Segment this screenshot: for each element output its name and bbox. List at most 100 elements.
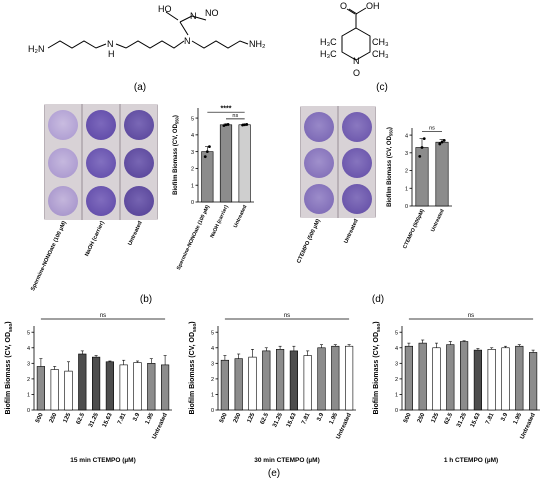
atom-label: HO — [158, 4, 172, 14]
y-tick-label: 0 — [211, 408, 214, 414]
x-tick-label: 15.63 — [102, 412, 114, 429]
bar — [147, 363, 156, 411]
significance-label: **** — [221, 106, 232, 113]
y-tick-label: 0 — [405, 204, 408, 210]
well — [48, 186, 78, 216]
well — [304, 148, 334, 178]
y-tick-label: 1 — [211, 393, 214, 399]
bar — [446, 344, 455, 411]
bar — [432, 347, 441, 411]
x-tick-label: 62.5 — [260, 412, 271, 426]
well — [342, 184, 372, 214]
x-tick-label: 1.95 — [329, 412, 340, 426]
x-tick-label: 3.9 — [132, 412, 141, 423]
bar — [78, 353, 87, 411]
bar — [331, 345, 340, 411]
data-point — [422, 137, 426, 141]
data-point — [243, 123, 247, 127]
y-tick-label: 2 — [405, 169, 408, 175]
bar — [238, 124, 251, 203]
atom-label: N — [107, 39, 114, 49]
y-tick-label: 4 — [395, 346, 398, 352]
y-tick-label: 3 — [405, 151, 408, 157]
y-axis-label: Biofilm Biomass (CV, OD550) — [373, 321, 382, 414]
x-tick-label: 7.81 — [301, 412, 312, 426]
well-plate-photo-d — [300, 106, 376, 218]
data-point — [420, 146, 424, 149]
photo-b-label: Spermine-NONOate (100 µM) — [30, 220, 68, 292]
atom-label: OH — [366, 1, 380, 11]
bar-chart-e1: 0 1 2 3 4 5 Biofilm Biomass (CV, OD550) 500 250 1… — [5, 313, 172, 464]
atom-label: NO — [205, 8, 219, 18]
y-axis-label: Biofilm Biomass (CV, OD550) — [5, 321, 14, 414]
well — [124, 186, 154, 216]
bar — [64, 370, 73, 411]
bar-chart-d: 0 1 2 3 4 Biofilm Biomass (CV, OD550) CTEMPO (… — [387, 126, 452, 250]
x-tick-label: Untreated — [430, 208, 446, 232]
data-point — [442, 139, 446, 142]
x-tick-label: NaOH (carrier) — [209, 204, 230, 239]
bar — [435, 141, 449, 207]
y-tick-label: 5 — [191, 116, 194, 122]
x-axis-label: 30 min CTEMPO (µM) — [254, 457, 320, 464]
x-tick-label: 500 — [35, 412, 45, 424]
y-tick-label: 5 — [395, 330, 398, 336]
x-tick-label: 500 — [219, 412, 229, 424]
significance-label: ns — [284, 313, 290, 319]
significance-label: ns — [232, 113, 238, 119]
x-tick-label: 125 — [247, 412, 257, 424]
well — [342, 148, 372, 178]
photo-d-column-labels: CTEMPO (500 µM) Untreated — [296, 218, 360, 264]
bar — [415, 147, 429, 207]
bar — [418, 342, 427, 411]
y-tick-label: 0 — [395, 408, 398, 414]
well — [304, 184, 334, 214]
well — [86, 186, 116, 216]
bar — [36, 366, 45, 411]
atom-label: CH₃ — [372, 37, 389, 47]
atom-label: O — [340, 1, 347, 11]
bar-chart-b: 0 1 2 3 4 5 Biofilm Biomass (CV, OD550) Spermin… — [173, 106, 254, 271]
bar — [345, 345, 354, 411]
photo-b-label: Untreated — [127, 220, 144, 247]
atom-label: N — [190, 11, 197, 21]
x-tick-label: 125 — [431, 412, 441, 424]
well-plate-photo-b — [44, 104, 158, 220]
y-tick-label: 5 — [211, 330, 214, 336]
x-tick-label: 3.9 — [316, 412, 325, 423]
atom-label: O — [353, 68, 360, 78]
bar — [515, 345, 524, 411]
y-tick-label: 4 — [191, 133, 194, 139]
y-tick-label: 3 — [191, 150, 194, 156]
x-tick-label: 1.95 — [145, 412, 156, 426]
y-tick-label: 1 — [395, 393, 398, 399]
x-tick-label: 7.81 — [485, 412, 496, 426]
y-axis-label: Biofilm Biomass (CV, OD550) — [387, 127, 394, 207]
x-tick-label: 3.9 — [500, 412, 509, 423]
atom-label: H₃C — [320, 37, 337, 47]
well — [304, 112, 334, 142]
y-tick-label: 0 — [191, 200, 194, 206]
bar — [201, 151, 214, 203]
data-point — [205, 150, 209, 154]
bar — [133, 362, 142, 411]
data-point — [438, 142, 442, 146]
y-tick-label: 4 — [405, 133, 408, 139]
data-point — [203, 155, 207, 159]
well — [48, 110, 78, 140]
x-tick-label: 31.25 — [272, 412, 284, 429]
panel-label-b: (b) — [139, 294, 153, 305]
x-tick-label: 31.25 — [456, 412, 468, 429]
x-tick-label: 1.95 — [513, 412, 524, 426]
bar — [473, 349, 482, 411]
bar — [501, 347, 510, 411]
bar — [303, 355, 312, 411]
atom-label: H₂N — [28, 44, 45, 54]
x-axis-label: 1 h CTEMPO (µM) — [444, 457, 498, 464]
photo-d-label: CTEMPO (500 µM) — [296, 218, 322, 264]
data-point — [226, 123, 230, 126]
y-tick-label: 2 — [27, 377, 30, 383]
photo-b-label: NaOH (carrier) — [84, 220, 106, 257]
bar — [220, 359, 229, 411]
y-tick-label: 1 — [27, 393, 30, 399]
